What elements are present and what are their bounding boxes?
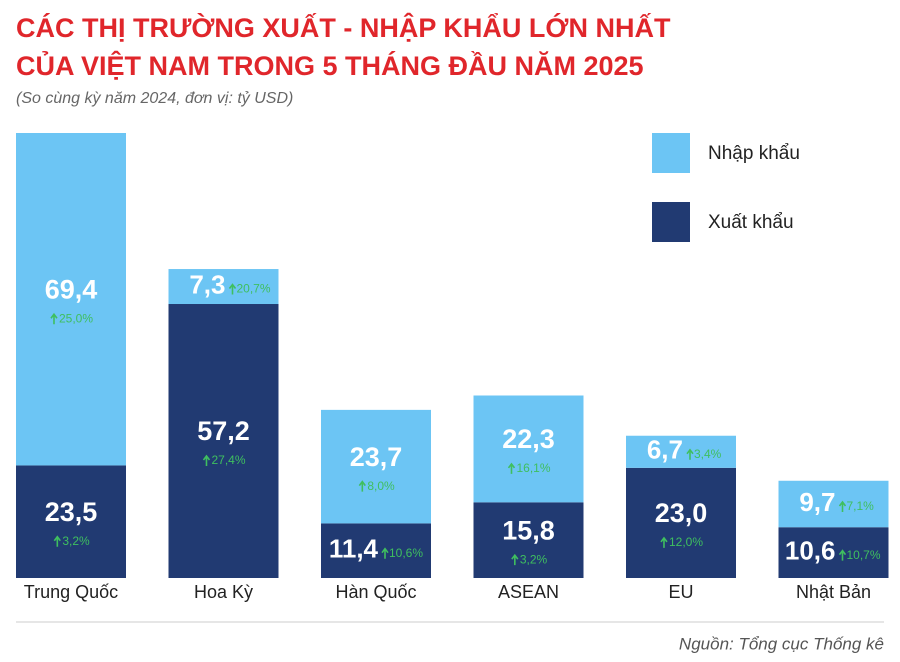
x-tick-label: EU xyxy=(668,582,693,602)
x-tick-label: Trung Quốc xyxy=(24,582,118,602)
bar-segment xyxy=(16,465,126,578)
value-label: 69,4 xyxy=(45,274,98,304)
change-label: 25,0% xyxy=(59,311,93,325)
change-label: 12,0% xyxy=(669,535,703,549)
x-tick-label: ASEAN xyxy=(498,582,559,602)
value-label: 23,7 xyxy=(350,442,403,472)
bar-segment xyxy=(626,467,736,578)
bar-segment xyxy=(778,480,889,528)
change-label: 7,1% xyxy=(847,499,875,513)
value-label: 7,3 xyxy=(189,269,225,299)
chart-title: CỦA VIỆT NAM TRONG 5 THÁNG ĐẦU NĂM 2025 xyxy=(16,49,644,81)
value-label: 6,7 xyxy=(647,435,683,465)
legend-swatch xyxy=(652,133,690,173)
bar-segment xyxy=(16,133,126,466)
change-label: 8,0% xyxy=(367,479,395,493)
up-arrow xyxy=(838,549,847,561)
chart-title: CÁC THỊ TRƯỜNG XUẤT - NHẬP KHẨU LỚN NHẤT xyxy=(16,12,671,43)
change-label: 27,4% xyxy=(211,453,245,467)
up-arrow xyxy=(53,535,61,547)
source: Nguồn: Tổng cục Thống kê xyxy=(679,634,884,653)
up-arrow xyxy=(228,283,237,295)
chart-subtitle: (So cùng kỳ năm 2024, đơn vị: tỷ USD) xyxy=(16,90,293,107)
change-label: 10,6% xyxy=(389,546,423,560)
bar-segment xyxy=(626,435,736,468)
x-tick-label: Nhật Bản xyxy=(796,582,871,602)
change-label: 3,2% xyxy=(62,534,90,548)
value-label: 15,8 xyxy=(502,515,555,545)
legend-label: Xuất khẩu xyxy=(708,212,794,233)
bar-segment xyxy=(321,409,431,524)
bar-segment xyxy=(168,269,279,305)
up-arrow xyxy=(358,480,366,492)
value-label: 11,4 xyxy=(329,534,379,564)
value-label: 57,2 xyxy=(197,416,250,446)
change-label: 10,7% xyxy=(847,548,881,562)
legend-label: Nhập khẩu xyxy=(708,143,800,164)
up-arrow xyxy=(50,312,58,325)
bar-segment xyxy=(168,304,279,578)
change-label: 3,2% xyxy=(520,552,548,566)
bar-segment xyxy=(778,527,889,578)
up-arrow xyxy=(660,536,668,548)
x-tick-label: Hoa Kỳ xyxy=(194,582,253,602)
up-arrow xyxy=(202,454,211,467)
up-arrow xyxy=(511,553,519,566)
value-label: 10,6 xyxy=(785,535,836,565)
bar-segment xyxy=(473,502,584,578)
change-label: 3,4% xyxy=(694,447,722,461)
bar-segment xyxy=(473,395,584,503)
value-label: 9,7 xyxy=(799,487,835,517)
change-label: 16,1% xyxy=(516,461,550,475)
up-arrow xyxy=(507,462,516,474)
x-tick-label: Hàn Quốc xyxy=(335,582,416,602)
up-arrow xyxy=(381,547,389,559)
up-arrow xyxy=(686,448,694,460)
up-arrow xyxy=(838,500,847,512)
value-label: 22,3 xyxy=(502,424,555,454)
change-label: 20,7% xyxy=(237,282,271,296)
value-label: 23,5 xyxy=(45,497,98,527)
value-label: 23,0 xyxy=(655,498,708,528)
bar-segment xyxy=(321,523,431,578)
legend-swatch xyxy=(652,202,690,242)
